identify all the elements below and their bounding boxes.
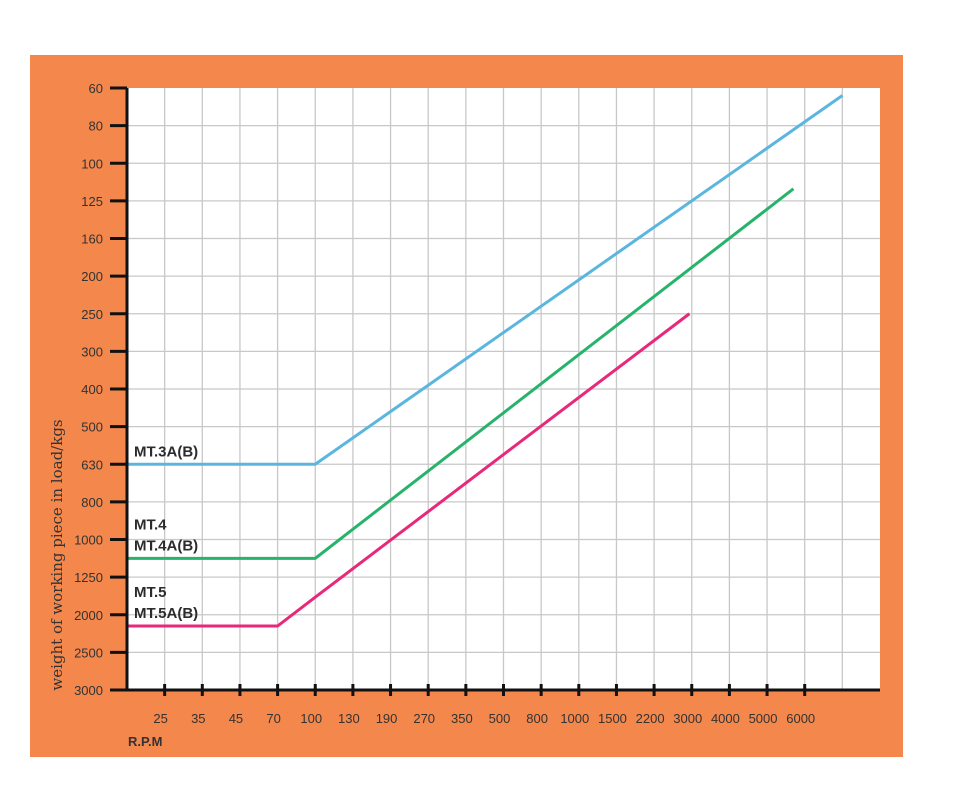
y-tick-label: 250 (81, 307, 103, 322)
y-axis-label: weight of working piece in load/kgs (48, 419, 66, 690)
x-tick-label: 2200 (636, 711, 665, 726)
y-tick-label: 500 (81, 420, 103, 435)
series-label: MT.5 (134, 584, 167, 601)
axes: 60 80 100 125 160 200 250 300 400 500 630 800 1000 12… (74, 81, 880, 726)
series-label: MT.4A(B) (134, 537, 198, 554)
x-tick-label: 45 (229, 711, 243, 726)
x-tick-label: 500 (489, 711, 511, 726)
y-tick-label: 800 (81, 495, 103, 510)
x-tick-label: 3000 (673, 711, 702, 726)
y-tick-label: 160 (81, 232, 103, 247)
series-label: MT.5A(B) (134, 605, 198, 622)
y-tick-label: 1000 (74, 533, 103, 548)
y-tick-label: 2000 (74, 608, 103, 623)
y-tick-label: 2500 (74, 645, 103, 660)
x-tick-label: 130 (338, 711, 360, 726)
x-tick-label: 800 (526, 711, 548, 726)
series-line (127, 187, 795, 560)
y-tick-label: 125 (81, 194, 103, 209)
x-tick-label: 70 (266, 711, 280, 726)
x-tick-label: 1500 (598, 711, 627, 726)
x-tick-label: 4000 (711, 711, 740, 726)
x-tick-label: 35 (191, 711, 205, 726)
y-tick-label: 60 (89, 81, 103, 96)
y-tick-label: 400 (81, 382, 103, 397)
x-axis-label: R.P.M (128, 734, 162, 749)
y-tick-label: 1250 (74, 570, 103, 585)
series-label: MT.4 (134, 516, 167, 533)
y-tick-label: 200 (81, 269, 103, 284)
x-tick-label: 100 (300, 711, 322, 726)
series-line (127, 312, 691, 628)
y-tick-label: 100 (81, 156, 103, 171)
y-tick-label: 300 (81, 344, 103, 359)
series-labels: MT.3A(B) MT.4 MT.4A(B) MT.5 MT.5A(B) (134, 443, 198, 622)
y-tick-label: 80 (89, 119, 103, 134)
x-tick-label: 25 (153, 711, 167, 726)
x-tick-label: 1000 (560, 711, 589, 726)
y-tick-label: 3000 (74, 683, 103, 698)
x-tick-label: 190 (376, 711, 398, 726)
x-tick-label: 350 (451, 711, 473, 726)
series-line (127, 94, 844, 466)
series-lines (127, 94, 844, 628)
x-tick-label: 270 (413, 711, 435, 726)
x-tick-label: 5000 (749, 711, 778, 726)
y-tick-label: 630 (81, 457, 103, 472)
x-tick-label: 6000 (786, 711, 815, 726)
grid (127, 88, 880, 690)
series-label: MT.3A(B) (134, 443, 198, 460)
